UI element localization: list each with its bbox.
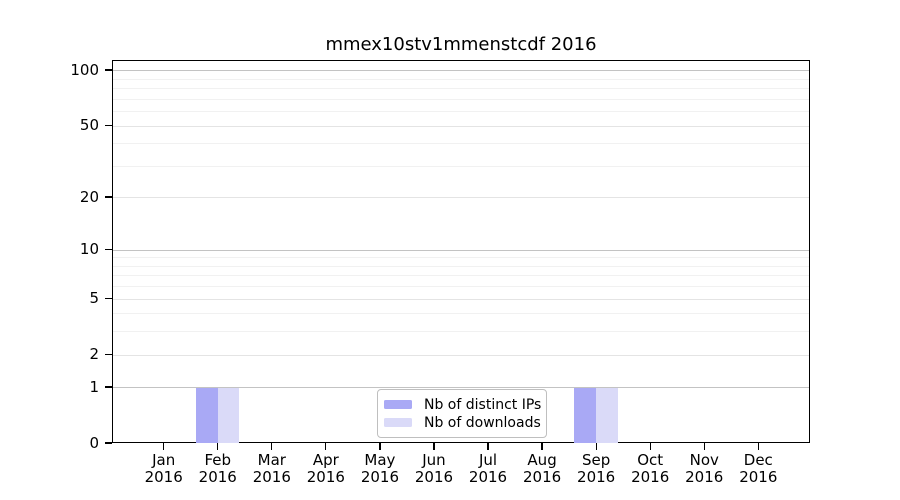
x-axis-tick	[217, 443, 219, 450]
x-axis-tick	[595, 443, 597, 450]
y-axis-tick	[105, 124, 112, 126]
x-tick-label-year: 2016	[739, 468, 778, 486]
bar	[596, 387, 618, 443]
plot-area	[112, 60, 810, 443]
legend-label: Nb of downloads	[424, 414, 541, 431]
x-tick-label: Jun 2016	[399, 452, 469, 486]
minor-gridline	[113, 331, 809, 333]
x-tick-label-year: 2016	[252, 468, 291, 486]
minor-gridline	[113, 111, 809, 113]
y-axis-tick	[105, 248, 112, 250]
minor-gridline	[113, 143, 809, 145]
y-tick-label: 20	[79, 187, 99, 206]
x-tick-label-year: 2016	[414, 468, 454, 486]
x-axis-tick	[325, 443, 327, 450]
y-tick-label: 2	[89, 345, 99, 364]
x-axis-tick	[379, 443, 381, 450]
minor-gridline	[113, 275, 809, 277]
y-axis-tick	[105, 196, 112, 198]
x-axis-tick	[541, 443, 543, 450]
x-tick-label-month: Oct	[637, 451, 664, 469]
x-axis-tick	[757, 443, 759, 450]
x-tick-label-month: Apr	[312, 451, 339, 469]
x-tick-label-month: May	[364, 451, 396, 469]
x-tick-label-year: 2016	[306, 468, 345, 486]
y-tick-label: 0	[89, 434, 99, 452]
legend-label: Nb of distinct IPs	[424, 396, 542, 413]
x-tick-label: Sep 2016	[561, 452, 631, 486]
x-tick-label: Jan 2016	[129, 452, 199, 486]
minor-gridline	[113, 78, 809, 80]
y-axis-tick	[105, 297, 112, 299]
x-tick-label: Dec 2016	[723, 452, 793, 486]
y-axis-tick	[105, 442, 112, 444]
x-tick-label: Jul 2016	[453, 452, 523, 486]
y-axis-tick	[105, 353, 112, 355]
minor-gridline	[113, 265, 809, 267]
major-gridline	[113, 249, 809, 251]
legend: Nb of distinct IPs Nb of downloads	[377, 389, 547, 438]
minor-gridline	[113, 98, 809, 100]
major-gridline	[113, 387, 809, 389]
minor-gridline	[113, 313, 809, 315]
x-tick-label-month: Dec	[743, 451, 773, 469]
legend-swatch	[384, 399, 412, 410]
major-gridline	[113, 354, 809, 356]
x-axis-tick	[703, 443, 705, 450]
x-tick-label-year: 2016	[685, 468, 724, 486]
x-tick-label: Mar 2016	[237, 452, 307, 486]
legend-row: Nb of distinct IPs	[384, 396, 541, 413]
x-axis-tick	[271, 443, 273, 450]
x-tick-label-month: Jul	[478, 451, 498, 469]
y-tick-label: 10	[79, 240, 99, 259]
x-tick-label-month: Mar	[257, 451, 286, 469]
x-tick-label-year: 2016	[577, 468, 616, 486]
x-tick-label: Feb 2016	[183, 452, 253, 486]
y-tick-label: 1	[89, 377, 99, 396]
y-tick-label: 5	[89, 289, 99, 308]
x-axis-tick	[163, 443, 165, 450]
x-tick-label-month: Sep	[581, 451, 611, 469]
x-tick-label-year: 2016	[198, 468, 237, 486]
x-tick-label-year: 2016	[144, 468, 183, 486]
legend-row: Nb of downloads	[384, 414, 541, 431]
minor-gridline	[113, 257, 809, 259]
x-tick-label-year: 2016	[360, 468, 399, 486]
x-tick-label-year: 2016	[631, 468, 670, 486]
x-tick-label-year: 2016	[522, 468, 562, 486]
x-axis-tick	[487, 443, 489, 450]
x-axis-tick	[433, 443, 435, 450]
x-tick-label: May 2016	[345, 452, 415, 486]
minor-gridline	[113, 88, 809, 90]
x-tick-label-month: Feb	[204, 451, 232, 469]
x-tick-label-year: 2016	[468, 468, 508, 486]
x-tick-label: Oct 2016	[615, 452, 685, 486]
x-tick-label: Apr 2016	[291, 452, 361, 486]
x-tick-label: Aug 2016	[507, 452, 577, 486]
bar	[217, 387, 240, 443]
minor-gridline	[113, 286, 809, 288]
legend-swatch	[384, 417, 412, 428]
bar	[574, 387, 597, 443]
chart-title: mmex10stv1mmenstcdf 2016	[325, 34, 597, 55]
y-tick-label: 50	[79, 116, 99, 135]
major-gridline	[113, 298, 809, 300]
x-tick-label: Nov 2016	[669, 452, 739, 486]
x-axis-tick	[649, 443, 651, 450]
minor-gridline	[113, 165, 809, 167]
x-tick-label-month: Jun	[422, 451, 446, 469]
bar	[196, 387, 218, 443]
y-tick-label: 100	[70, 60, 99, 79]
y-axis-tick	[105, 386, 112, 388]
major-gridline	[113, 70, 809, 72]
x-tick-label-month: Aug	[527, 451, 557, 469]
x-tick-label-month: Jan	[152, 451, 176, 469]
major-gridline	[113, 125, 809, 127]
y-axis-tick	[105, 69, 112, 71]
major-gridline	[113, 197, 809, 199]
x-tick-label-month: Nov	[689, 451, 719, 469]
